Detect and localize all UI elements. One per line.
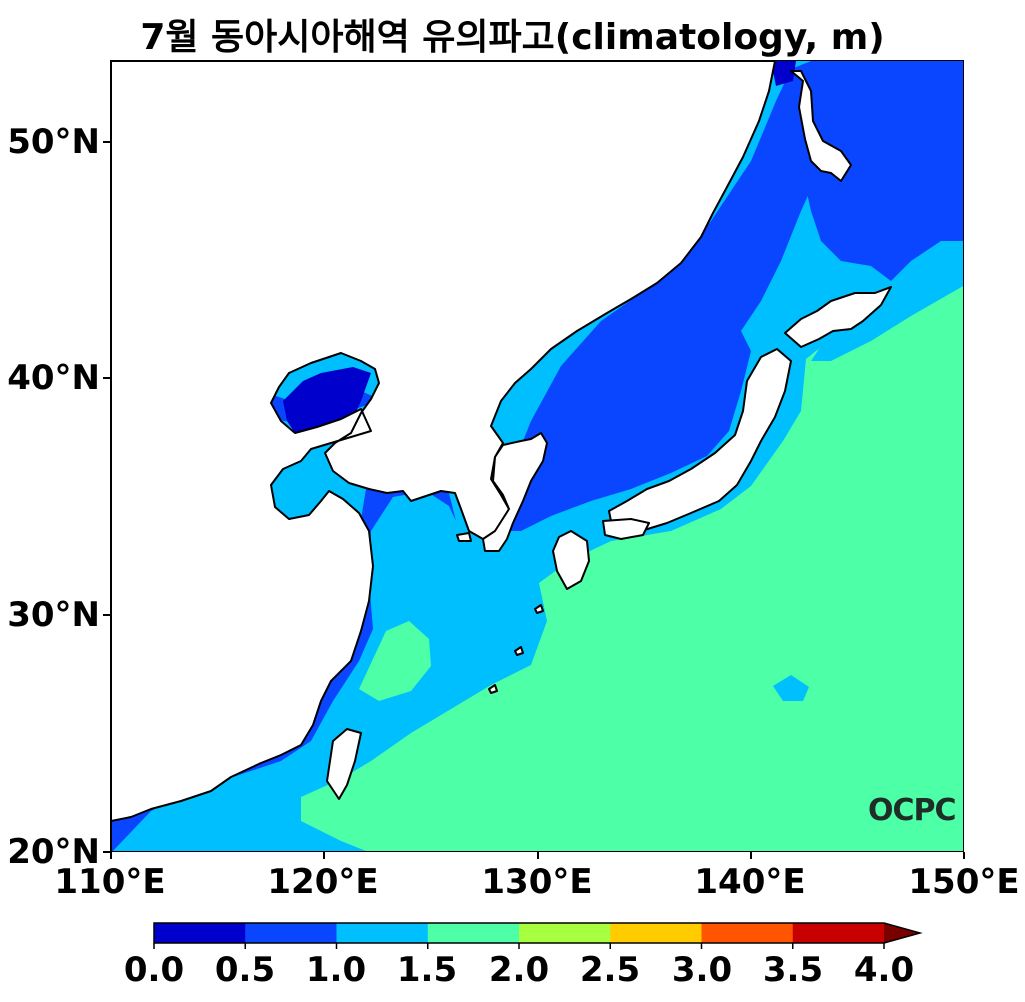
okhotsk-wave-zone	[801, 61, 963, 281]
colorbar-segment-0	[154, 923, 246, 943]
ryukyu-island-land	[488, 684, 498, 694]
hokkaido-land	[784, 286, 892, 348]
lat-tick-20n	[103, 851, 110, 853]
lat-label-50n: 50°N	[7, 122, 100, 162]
lon-label-120e: 120°E	[267, 862, 379, 902]
lon-tick-110e	[110, 852, 112, 859]
colorbar-segment-4	[519, 923, 611, 943]
east-sea-wave-zone	[501, 61, 963, 531]
lon-label-130e: 130°E	[481, 862, 593, 902]
colorbar	[153, 922, 923, 949]
colorbar-segment-3	[427, 923, 520, 943]
lat-label-20n: 20°N	[7, 832, 100, 872]
colorbar-segment-1	[245, 923, 337, 943]
ryukyu-island-land-2	[514, 646, 524, 656]
lon-label-150e: 150°E	[908, 862, 1020, 902]
lon-tick-140e	[750, 852, 752, 859]
japan-shikoku-land	[602, 518, 650, 540]
bonin-wave-blob	[773, 675, 809, 701]
colorbar-extend-arrow	[884, 923, 920, 943]
continent-land	[111, 61, 776, 851]
colorbar-segment-7	[792, 923, 885, 943]
colorbar-segment-2	[336, 923, 429, 943]
colorbar-outline	[153, 922, 923, 944]
ryukyu-island-land-3	[534, 604, 544, 614]
ne-pacific-wave-zone	[811, 239, 963, 361]
lat-tick-40n	[103, 377, 110, 379]
colorbar-label-0-0: 0.0	[123, 950, 185, 990]
lat-label-30n: 30°N	[7, 595, 100, 635]
colorbar-label-3-5: 3.5	[762, 950, 824, 990]
colorbar-label-4-0: 4.0	[853, 950, 915, 990]
lon-tick-150e	[963, 852, 965, 859]
lat-label-40n: 40°N	[7, 358, 100, 398]
colorbar-label-2-5: 2.5	[579, 950, 641, 990]
lon-tick-120e	[323, 852, 325, 859]
taiwan-land	[326, 728, 362, 800]
lat-tick-50n	[103, 141, 110, 143]
lat-tick-30n	[103, 614, 110, 616]
colorbar-label-1-5: 1.5	[396, 950, 458, 990]
north-okhotsk-wave-zone	[771, 61, 796, 86]
ocpc-logo: OCPC	[868, 793, 957, 828]
map-plot-area	[110, 60, 964, 852]
colorbar-label-2-0: 2.0	[488, 950, 550, 990]
korean-peninsula-land	[482, 432, 548, 552]
colorbar-label-1-0: 1.0	[305, 950, 367, 990]
lon-label-140e: 140°E	[694, 862, 806, 902]
lon-tick-130e	[537, 852, 539, 859]
map-title: 7월 동아시아해역 유의파고(climatology, m)	[140, 17, 885, 58]
colorbar-segment-6	[701, 923, 794, 943]
wave-height-map	[111, 61, 963, 851]
ecs-high-wave-blob	[359, 621, 431, 701]
japan-kyushu-land	[552, 530, 590, 590]
colorbar-label-0-5: 0.5	[214, 950, 276, 990]
japan-honshu-land	[608, 348, 792, 532]
colorbar-label-3-0: 3.0	[671, 950, 733, 990]
land	[111, 61, 892, 851]
colorbar-segment-5	[610, 923, 702, 943]
sakhalin-land	[790, 70, 852, 182]
lon-label-110e: 110°E	[54, 862, 166, 902]
jeju-island-land	[456, 532, 472, 542]
